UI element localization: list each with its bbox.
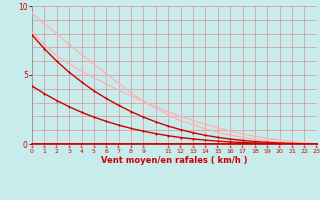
X-axis label: Vent moyen/en rafales ( km/h ): Vent moyen/en rafales ( km/h )	[101, 156, 248, 165]
